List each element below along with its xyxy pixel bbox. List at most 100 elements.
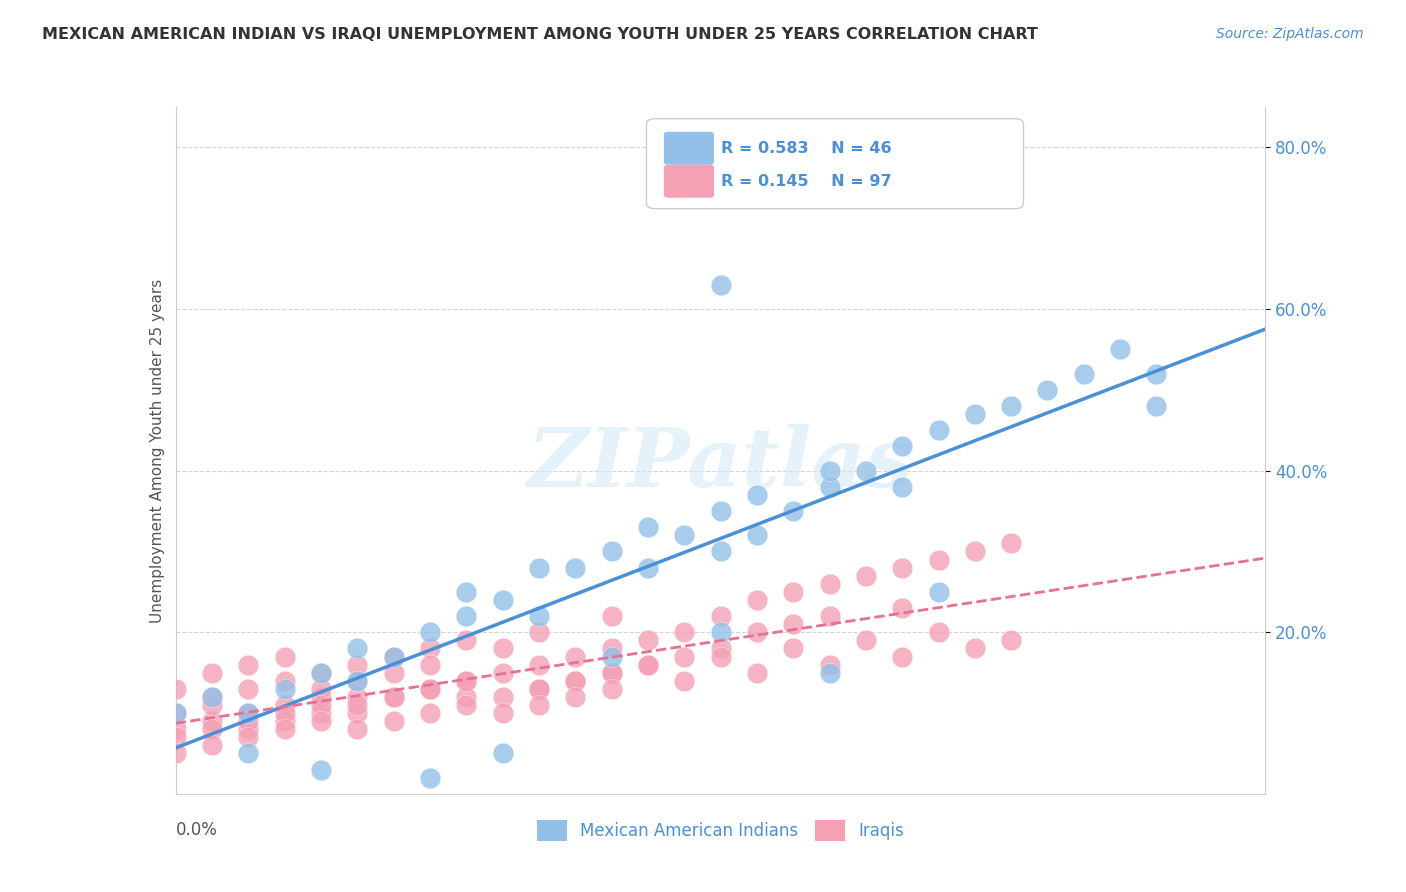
Point bbox=[201, 665, 224, 680]
FancyBboxPatch shape bbox=[664, 132, 714, 165]
Point bbox=[527, 681, 550, 696]
Point bbox=[346, 657, 368, 672]
Point bbox=[456, 633, 478, 648]
Point bbox=[564, 673, 586, 688]
Point bbox=[527, 625, 550, 640]
Point bbox=[891, 480, 914, 494]
Point bbox=[1000, 536, 1022, 550]
Point bbox=[564, 560, 586, 574]
Point bbox=[818, 576, 841, 591]
Point bbox=[891, 439, 914, 453]
Point bbox=[928, 585, 950, 599]
Point bbox=[346, 673, 368, 688]
Point bbox=[309, 681, 332, 696]
Point bbox=[456, 690, 478, 704]
Point bbox=[309, 665, 332, 680]
Point bbox=[745, 665, 768, 680]
Point bbox=[564, 673, 586, 688]
Point bbox=[201, 698, 224, 712]
Point bbox=[963, 544, 986, 558]
Point bbox=[201, 723, 224, 737]
Text: R = 0.583    N = 46: R = 0.583 N = 46 bbox=[721, 141, 891, 156]
Point bbox=[238, 657, 260, 672]
Point bbox=[673, 673, 696, 688]
Text: ZIPatlas: ZIPatlas bbox=[527, 425, 914, 504]
Point bbox=[165, 681, 187, 696]
Point bbox=[309, 690, 332, 704]
Point bbox=[274, 649, 297, 664]
Point bbox=[673, 625, 696, 640]
Point bbox=[382, 665, 405, 680]
Point bbox=[564, 690, 586, 704]
Point bbox=[527, 657, 550, 672]
Point bbox=[782, 641, 804, 656]
Point bbox=[274, 723, 297, 737]
Point bbox=[201, 739, 224, 753]
Point bbox=[492, 641, 515, 656]
Point bbox=[238, 681, 260, 696]
Point bbox=[782, 504, 804, 518]
Point bbox=[782, 617, 804, 632]
Point bbox=[600, 665, 623, 680]
Point bbox=[745, 528, 768, 542]
Point bbox=[818, 657, 841, 672]
Point bbox=[492, 665, 515, 680]
Point bbox=[745, 593, 768, 607]
Point bbox=[165, 706, 187, 720]
Point bbox=[600, 641, 623, 656]
Point bbox=[165, 723, 187, 737]
Point bbox=[346, 723, 368, 737]
Point bbox=[855, 633, 877, 648]
Text: R = 0.145    N = 97: R = 0.145 N = 97 bbox=[721, 174, 891, 189]
Point bbox=[745, 625, 768, 640]
Point bbox=[201, 690, 224, 704]
Point bbox=[710, 544, 733, 558]
Point bbox=[637, 560, 659, 574]
Point bbox=[165, 747, 187, 761]
Point bbox=[492, 593, 515, 607]
Point bbox=[238, 731, 260, 745]
Point bbox=[891, 560, 914, 574]
Point bbox=[274, 698, 297, 712]
Point bbox=[637, 657, 659, 672]
Point bbox=[1073, 367, 1095, 381]
Text: MEXICAN AMERICAN INDIAN VS IRAQI UNEMPLOYMENT AMONG YOUTH UNDER 25 YEARS CORRELA: MEXICAN AMERICAN INDIAN VS IRAQI UNEMPLO… bbox=[42, 27, 1038, 42]
Point bbox=[855, 464, 877, 478]
Point bbox=[1000, 633, 1022, 648]
Point bbox=[492, 747, 515, 761]
Point bbox=[274, 706, 297, 720]
Text: 0.0%: 0.0% bbox=[176, 822, 218, 839]
Point bbox=[600, 665, 623, 680]
Point bbox=[419, 641, 441, 656]
Point bbox=[456, 698, 478, 712]
Point bbox=[745, 488, 768, 502]
Point bbox=[419, 657, 441, 672]
Point bbox=[309, 665, 332, 680]
Point bbox=[600, 649, 623, 664]
Point bbox=[963, 641, 986, 656]
Point bbox=[673, 649, 696, 664]
Point bbox=[673, 528, 696, 542]
Point bbox=[238, 714, 260, 728]
Point bbox=[527, 609, 550, 624]
Point bbox=[165, 706, 187, 720]
Point bbox=[419, 706, 441, 720]
Point bbox=[527, 560, 550, 574]
Point bbox=[710, 641, 733, 656]
FancyBboxPatch shape bbox=[664, 165, 714, 198]
FancyBboxPatch shape bbox=[647, 119, 1024, 209]
Point bbox=[382, 649, 405, 664]
Point bbox=[274, 681, 297, 696]
Point bbox=[818, 609, 841, 624]
Point bbox=[346, 641, 368, 656]
Point bbox=[600, 544, 623, 558]
Point bbox=[419, 771, 441, 785]
Point bbox=[165, 731, 187, 745]
Point bbox=[238, 747, 260, 761]
Point bbox=[456, 673, 478, 688]
Point bbox=[637, 657, 659, 672]
Legend: Mexican American Indians, Iraqis: Mexican American Indians, Iraqis bbox=[530, 814, 911, 847]
Point bbox=[201, 690, 224, 704]
Point bbox=[1109, 343, 1132, 357]
Point bbox=[710, 649, 733, 664]
